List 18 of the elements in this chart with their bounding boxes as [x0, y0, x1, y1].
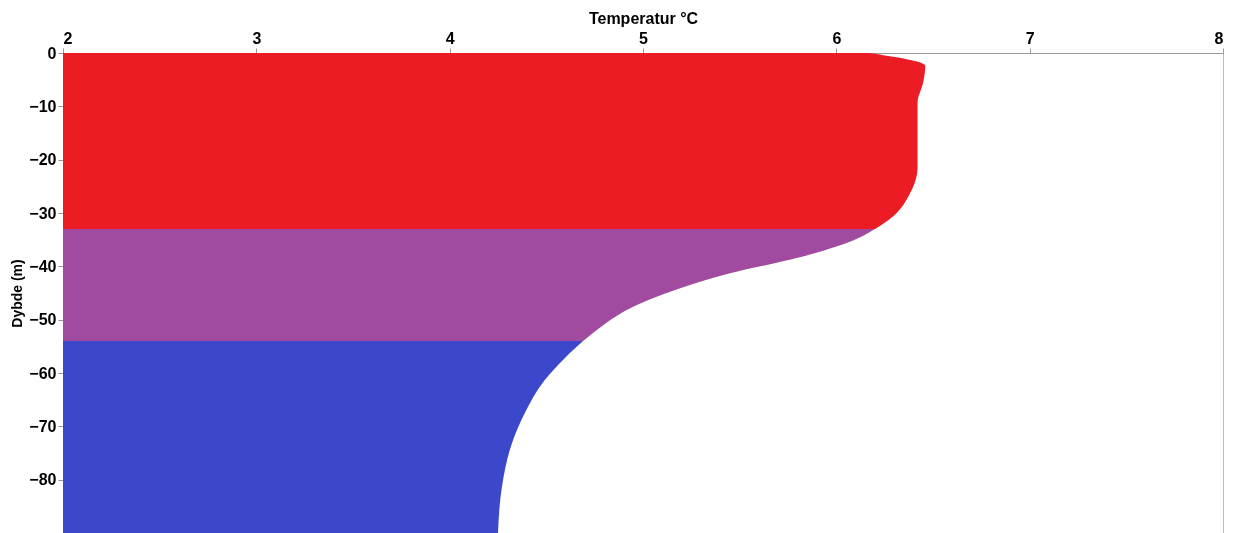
y-tick-label: −10 — [29, 97, 57, 115]
x-tick-label: 5 — [639, 29, 649, 47]
y-tick-label: −20 — [29, 151, 57, 169]
x-tick-label: 8 — [1214, 29, 1224, 47]
x-tick-label: 2 — [63, 29, 73, 47]
x-tick-label: 3 — [252, 29, 262, 47]
x-tick-label: 4 — [445, 29, 455, 47]
y-tick-label: −30 — [29, 204, 57, 222]
y-tick-label: −50 — [29, 311, 57, 329]
x-tick-label: 6 — [832, 29, 842, 47]
y-tick-label: −70 — [29, 417, 57, 435]
y-tick-label: −60 — [29, 364, 57, 382]
y-tick-label: −40 — [29, 257, 57, 275]
y-tick-label: −80 — [29, 471, 57, 489]
x-tick-label: 7 — [1025, 29, 1035, 47]
y-axis-title: Dybde (m) — [9, 259, 26, 328]
y-tick-label: 0 — [47, 44, 57, 62]
x-axis-title: Temperatur °C — [588, 9, 699, 27]
